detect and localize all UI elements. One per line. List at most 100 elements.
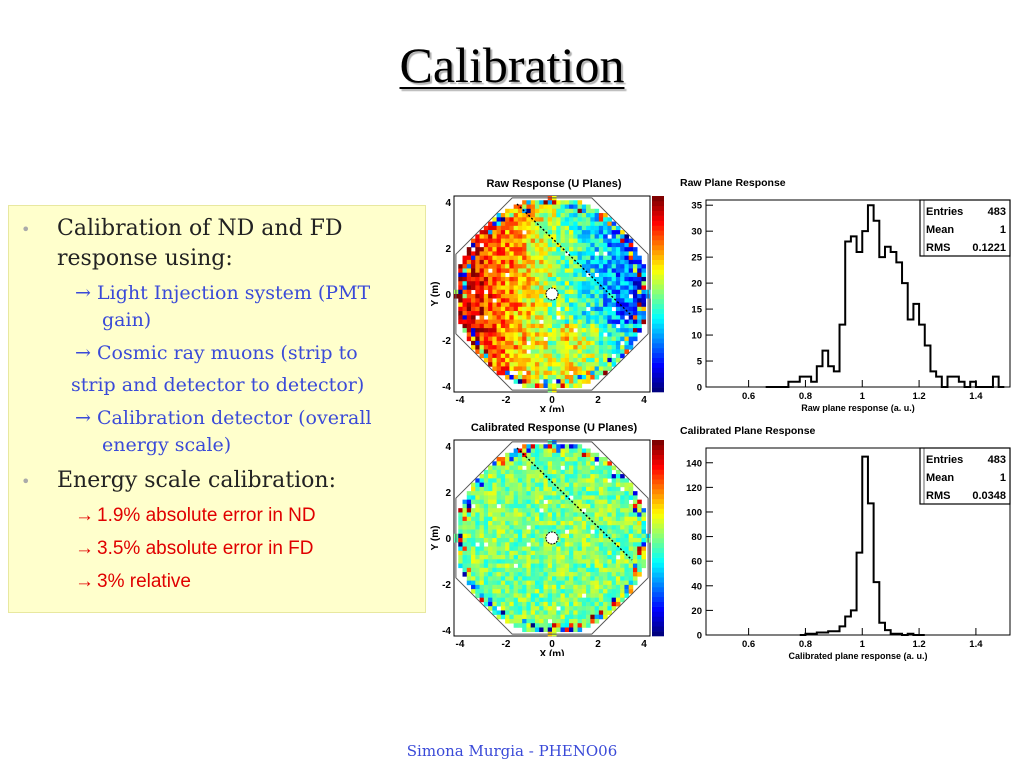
histogram-outline	[799, 455, 925, 636]
map-y-tick-label: -2	[442, 336, 451, 347]
map-y-tick-label: 4	[445, 442, 451, 453]
sub-bullet-text: Cosmic ray muons (strip to	[97, 342, 358, 364]
color-scale-segment	[652, 479, 664, 485]
x-tick-label: 1.2	[912, 391, 925, 402]
color-scale-segment	[652, 464, 664, 470]
map-x-tick-label: -4	[456, 639, 465, 650]
stats-box	[919, 447, 1011, 505]
detector-octagon-outline	[455, 441, 649, 635]
map-y-tick-label: 0	[445, 290, 451, 301]
color-scale-segment	[652, 298, 664, 305]
raw-plane-response-histogram: Raw Plane Response 0 5 10 15 20 25 30 35 0.6 0.8 1 1…	[680, 177, 1011, 413]
color-scale-segment	[652, 469, 664, 475]
sub-bullet-nd-error: → 1.9% absolute error in ND	[75, 502, 316, 529]
color-scale-segment	[652, 493, 664, 500]
color-scale-segment	[652, 449, 664, 455]
color-scale-segment	[652, 245, 664, 251]
color-scale-segment	[652, 362, 664, 368]
color-scale-segment	[652, 606, 664, 612]
color-scale-segment	[652, 538, 664, 544]
map-cells	[454, 196, 651, 393]
color-scale-segment	[652, 269, 664, 275]
stats-key: Entries	[926, 454, 963, 466]
map-x-tick-label: -4	[456, 395, 465, 406]
dotted-diagonal-line	[516, 203, 633, 317]
histogram-outline	[765, 204, 1005, 388]
color-scale-segment	[652, 318, 664, 324]
bullet-text-box: • Calibration of ND and FD response usin…	[8, 205, 426, 613]
color-scale-segment	[652, 274, 664, 280]
color-scale-segment	[652, 377, 664, 383]
color-scale-segment	[652, 611, 664, 617]
map-y-tick-label: 4	[445, 198, 451, 209]
x-tick-label: 1.4	[969, 391, 983, 402]
color-scale-segment	[652, 200, 664, 207]
coil-hole	[545, 287, 559, 301]
sub-bullet-cosmic-ray-cont: strip and detector to detector)	[71, 374, 365, 396]
color-scale-segment	[652, 205, 664, 211]
map-y-tick-label: 2	[445, 244, 451, 255]
map-y-tick-label: 2	[445, 488, 451, 499]
y-tick-label: 0	[697, 383, 702, 394]
bullet-1-line-1: Calibration of ND and FD	[57, 216, 343, 241]
arrow-icon: →	[75, 342, 91, 364]
map-title: Raw Response (U Planes)	[486, 178, 621, 190]
map-y-tick-label: -4	[442, 626, 451, 637]
color-scale-segment	[652, 333, 664, 339]
y-tick-label: 40	[691, 581, 702, 592]
color-scale-segment	[652, 489, 664, 495]
color-scale-segment	[652, 498, 664, 504]
calibrated-plane-response-histogram: Calibrated Plane Response 0 20 40 60 80 100 120…	[680, 425, 1011, 661]
map-y-tick-label: -2	[442, 580, 451, 591]
x-tick-label: 1	[860, 391, 866, 402]
y-tick-label: 35	[691, 201, 702, 212]
color-scale-segment	[652, 323, 664, 329]
histogram-title: Calibrated Plane Response	[680, 425, 816, 437]
color-scale-segment	[652, 289, 664, 295]
sub-bullet-light-injection: → Light Injection system (PMT	[75, 280, 370, 307]
color-scale-segment	[652, 313, 664, 319]
map-x-tick-label: -2	[502, 639, 511, 650]
color-scale-segment	[652, 591, 664, 598]
stats-box	[919, 199, 1011, 257]
color-scale-segment	[652, 562, 664, 568]
y-tick-label: 5	[697, 357, 703, 368]
color-scale-segment	[652, 352, 664, 358]
color-scale-segment	[652, 440, 664, 446]
stats-key: Mean	[926, 224, 954, 236]
stats-key: Entries	[926, 206, 963, 218]
sub-bullet-relative-error: → 3% relative	[75, 568, 191, 595]
color-scale-segment	[652, 542, 664, 549]
sub-bullet-cosmic-ray: → Cosmic ray muons (strip to	[75, 340, 358, 367]
color-scale-segment	[652, 587, 664, 593]
stats-value: 483	[988, 206, 1006, 218]
x-tick-label: 0.8	[799, 391, 812, 402]
map-x-tick-label: 4	[641, 639, 647, 650]
x-tick-label: 0.8	[799, 639, 812, 650]
color-scale-segment	[652, 220, 664, 226]
sub-bullet-fd-error: → 3.5% absolute error in FD	[75, 535, 314, 562]
color-scale-segment	[652, 259, 664, 265]
map-title: Calibrated Response (U Planes)	[471, 422, 638, 434]
raw-response-map: Raw Response (U Planes) -4 -2 0 2 4 4 2 0 -2 -4 X (…	[430, 178, 664, 412]
color-scale-segment	[652, 279, 664, 285]
y-tick-label: 15	[691, 305, 702, 316]
bullet-dot: •	[21, 472, 31, 491]
map-x-tick-label: 2	[595, 639, 601, 650]
arrow-icon: →	[75, 538, 94, 559]
dotted-diagonal-line	[516, 447, 633, 561]
sub-bullet-calibration-detector-cont: energy scale)	[102, 434, 232, 456]
color-scale-segment	[652, 547, 664, 553]
calibrated-response-map: Calibrated Response (U Planes) -4 -2 0 2 4 4 2 0…	[430, 422, 664, 656]
x-axis-label: Calibrated plane response (a. u.)	[788, 651, 927, 661]
map-x-axis-label: X (m)	[540, 405, 565, 412]
sub-bullet-text: Calibration detector (overall	[97, 407, 372, 429]
arrow-icon: →	[75, 407, 91, 429]
color-scale-segment	[652, 459, 664, 465]
map-x-tick-label: 2	[595, 395, 601, 406]
stats-key: Mean	[926, 472, 954, 484]
color-scale-segment	[652, 249, 664, 256]
x-tick-label: 0.6	[742, 391, 755, 402]
sub-bullet-light-injection-cont: gain)	[102, 309, 152, 331]
map-y-axis-label: Y (m)	[430, 526, 441, 551]
